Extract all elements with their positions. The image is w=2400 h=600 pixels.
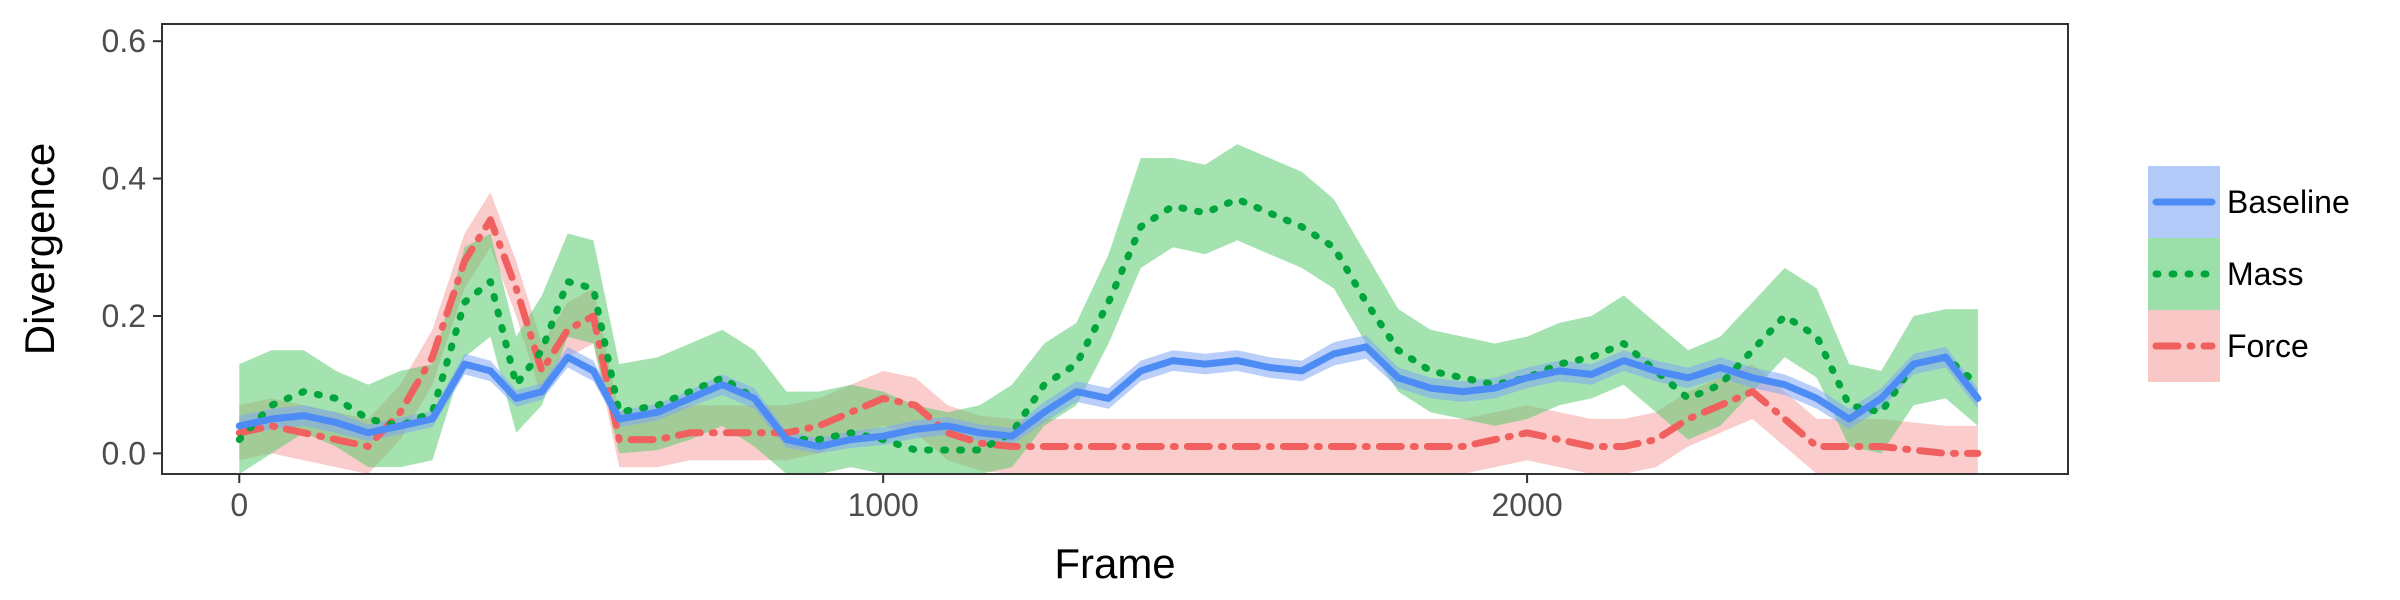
band-mass (239, 144, 1978, 474)
line-force (235, 216, 1982, 457)
legend: Baseline Mass Force (2148, 166, 2350, 382)
y-tick-label: 0.2 (102, 298, 146, 334)
y-tick-label: 0.0 (102, 435, 146, 471)
legend-label-mass: Mass (2227, 256, 2303, 292)
x-axis: 0 1000 2000 (230, 474, 1563, 523)
x-tick-label: 1000 (848, 487, 919, 523)
legend-label-force: Force (2227, 328, 2309, 364)
y-axis-title: Divergence (16, 143, 63, 355)
y-tick-label: 0.6 (102, 23, 146, 59)
line-baseline (235, 343, 1982, 450)
x-axis-title: Frame (1054, 540, 1175, 587)
plot-border (161, 23, 2069, 475)
legend-label-baseline: Baseline (2227, 184, 2350, 220)
y-axis: 0.0 0.2 0.4 0.6 (102, 23, 162, 471)
x-tick-label: 2000 (1492, 487, 1563, 523)
series-lines (235, 195, 1982, 457)
line-mass (235, 195, 1982, 454)
x-tick-label: 0 (230, 487, 248, 523)
y-tick-label: 0.4 (102, 161, 146, 197)
